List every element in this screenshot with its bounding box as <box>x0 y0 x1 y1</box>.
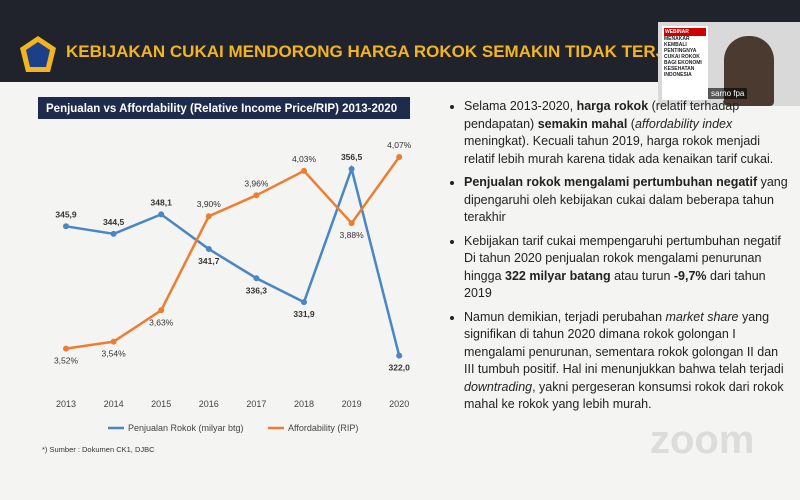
x-tick-label: 2015 <box>151 399 171 409</box>
point <box>348 165 355 172</box>
legend-label: Affordability (RIP) <box>288 423 358 433</box>
point <box>205 246 212 253</box>
bullet-list: Selama 2013-2020, harga rokok (relatif t… <box>450 98 790 420</box>
bullet-text: (relatif terhadap pendapatan) <box>464 99 740 131</box>
legend-label: Penjualan Rokok (milyar btg) <box>128 423 244 433</box>
bullet-text: semakin mahal <box>537 116 628 131</box>
data-label: 3,90% <box>197 199 222 209</box>
webinar-badge: WEBINAR <box>664 28 706 36</box>
data-label: 3,52% <box>54 356 79 366</box>
logo <box>20 36 56 72</box>
data-label: 345,9 <box>55 209 77 219</box>
bullet-text: market share <box>665 309 739 324</box>
slide-title: KEBIJAKAN CUKAI MENDORONG HARGA ROKOK SE… <box>66 42 678 61</box>
data-label: 356,5 <box>341 152 363 162</box>
chart-title: Penjualan vs Affordability (Relative Inc… <box>46 103 397 115</box>
x-tick-label: 2017 <box>246 399 266 409</box>
point <box>396 352 403 359</box>
point <box>348 220 355 227</box>
bullet: Penjualan rokok mengalami pertumbuhan ne… <box>464 174 790 227</box>
poster-text: MENAKAR KEMBALI PENTINGNYA CUKAI ROKOK B… <box>664 36 702 78</box>
data-label: 3,88% <box>340 230 365 240</box>
point <box>301 299 307 306</box>
x-tick-label: 2013 <box>56 399 76 409</box>
bullet-text: , yakni pergeseran konsumsi rokok dari r… <box>464 379 784 412</box>
bullet-text: Penjualan rokok mengalami pertumbuhan ne… <box>464 175 758 189</box>
bullet-text: dari tahun 2019 <box>464 268 766 301</box>
webcam-overlay: WEBINAR MENAKAR KEMBALI PENTINGNYA CUKAI… <box>658 22 800 106</box>
data-label: 322,0 <box>389 363 411 373</box>
x-tick-label: 2014 <box>104 399 124 409</box>
bullet-text: Selama 2013-2020, <box>464 99 577 113</box>
data-label: 4,03% <box>292 154 317 164</box>
point <box>110 338 117 345</box>
bullet-text: -9,7% <box>673 268 707 283</box>
point <box>253 192 260 199</box>
bullet-text: Namun demikian, terjadi perubahan <box>464 309 666 324</box>
bullet-text: affordability index <box>634 116 733 131</box>
bullet-text: yang signifikan di tahun 2020 dimana rok… <box>464 309 784 377</box>
bullet-text: Kebijakan tarif cukai mempengaruhi pertu… <box>464 233 781 283</box>
bullet-text: downtrading <box>464 379 533 394</box>
data-label: 3,96% <box>244 178 269 188</box>
data-label: 336,3 <box>246 285 268 295</box>
data-label: 4,07% <box>387 140 412 150</box>
bullet-text: atau turun <box>610 268 674 283</box>
x-tick-label: 2016 <box>199 399 219 409</box>
chart: Penjualan vs Affordability (Relative Inc… <box>38 97 412 454</box>
x-tick-label: 2020 <box>389 399 409 409</box>
bullet-text: harga rokok <box>576 99 649 113</box>
point <box>158 307 165 314</box>
point <box>110 230 117 237</box>
bullet-text: 322 milyar batang <box>505 268 611 283</box>
point <box>63 223 69 230</box>
bullet: Selama 2013-2020, harga rokok (relatif t… <box>464 98 790 168</box>
point <box>205 213 212 220</box>
data-label: 341,7 <box>198 256 220 266</box>
chart-title-box <box>38 97 410 119</box>
data-label: 3,54% <box>102 349 127 359</box>
webinar-poster: WEBINAR MENAKAR KEMBALI PENTINGNYA CUKAI… <box>662 26 708 100</box>
point <box>63 345 69 352</box>
series-line <box>65 156 401 350</box>
source-note: *) Sumber : Dokumen CK1, DJBC <box>42 445 155 454</box>
zoom-watermark: zoom <box>650 418 755 462</box>
bullet-text: meningkat). Kecuali tahun 2019, harga ro… <box>464 134 774 166</box>
x-tick-label: 2018 <box>294 399 314 409</box>
bullet-text: yang dipengaruhi oleh kebijakan cukai da… <box>464 175 788 224</box>
data-label: 344,5 <box>103 217 125 227</box>
bullet: Namun demikian, terjadi perubahan market… <box>464 309 790 414</box>
data-label: 348,1 <box>151 197 173 207</box>
x-tick-label: 2019 <box>342 399 362 409</box>
point <box>301 167 307 174</box>
bullet: Kebijakan tarif cukai mempengaruhi pertu… <box>464 233 790 303</box>
series-line <box>65 164 401 356</box>
point <box>158 211 165 218</box>
point <box>396 153 403 160</box>
speaker-name: sarno fpa <box>708 88 748 99</box>
bullet-text: ( <box>627 116 635 131</box>
data-label: 3,63% <box>149 317 174 327</box>
data-label: 331,9 <box>293 309 315 319</box>
point <box>253 275 260 282</box>
